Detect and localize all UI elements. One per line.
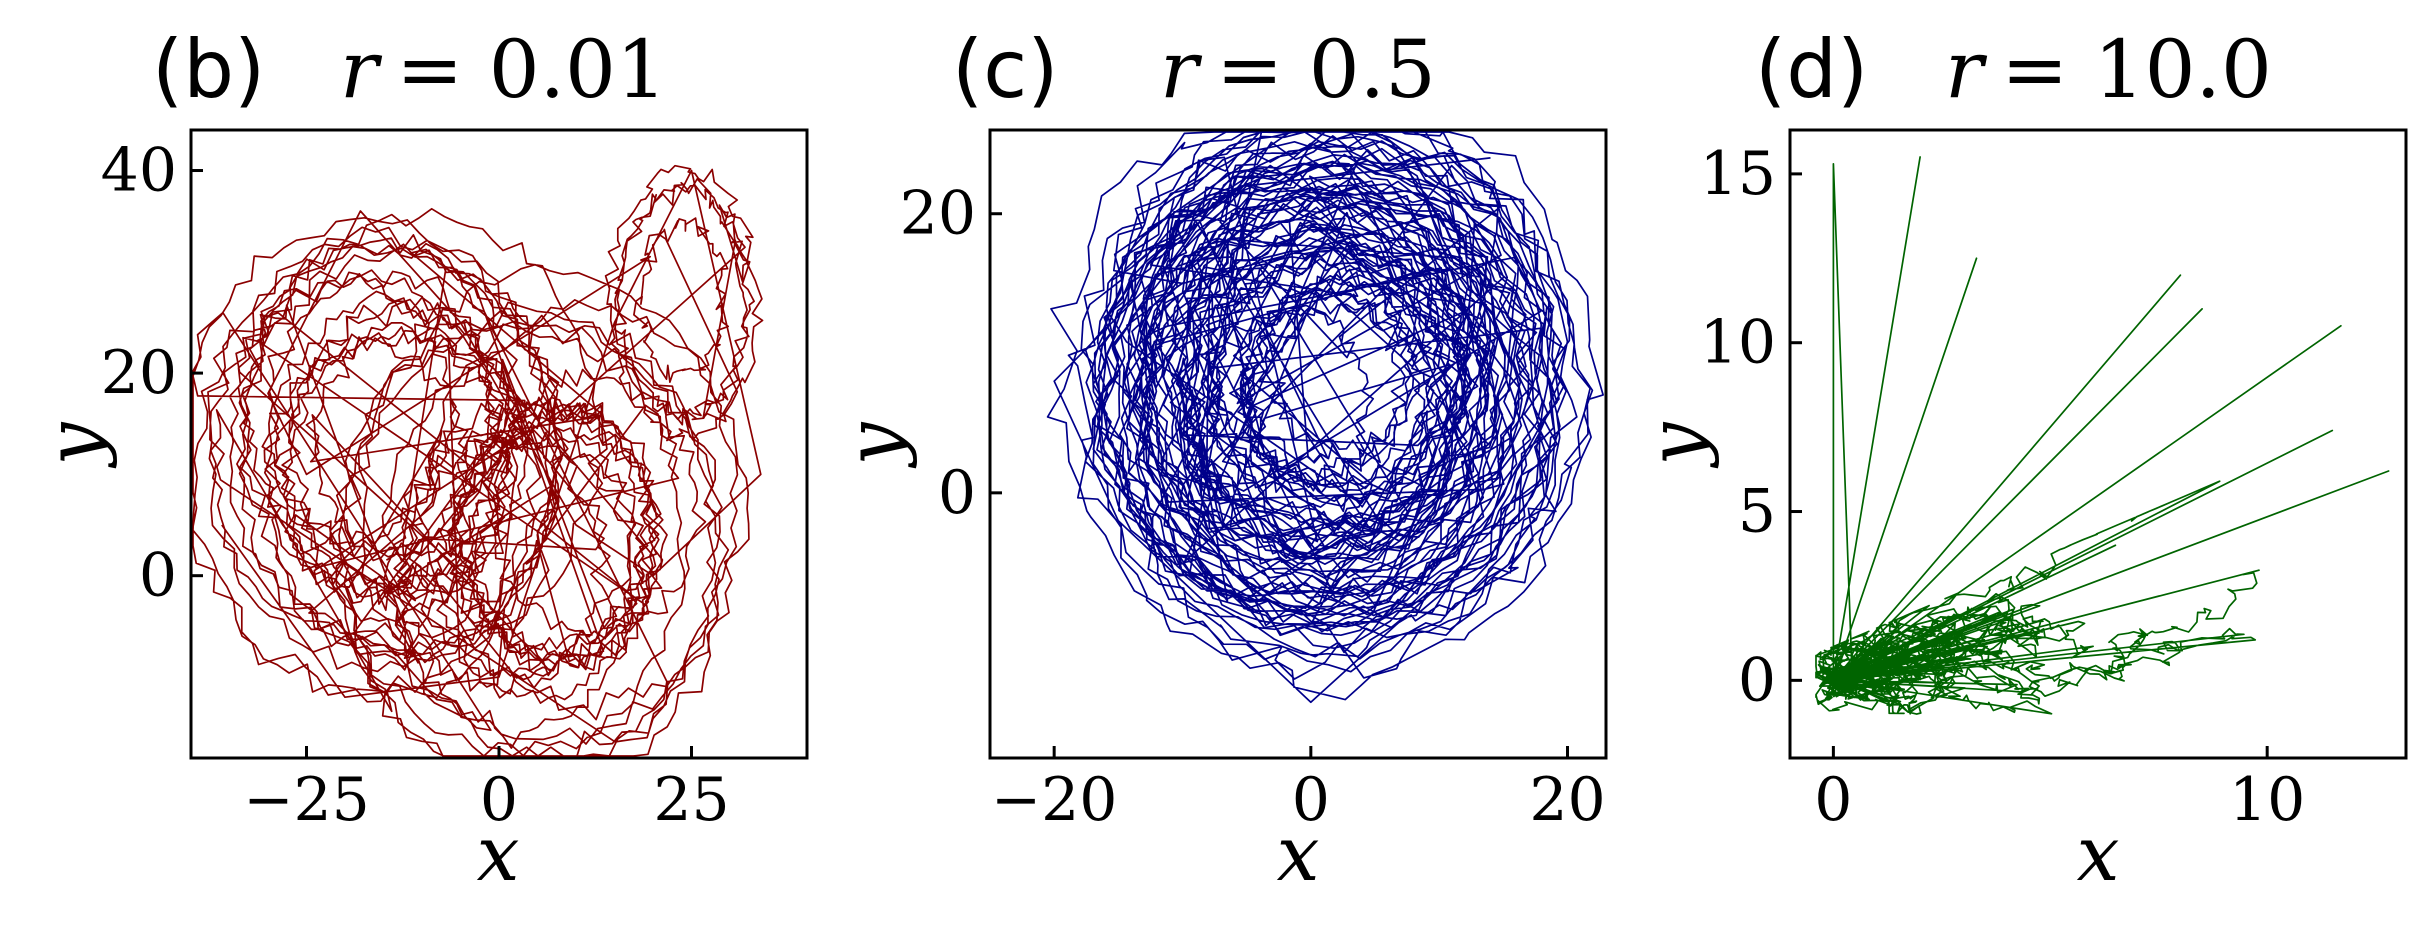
panel-b: (b) r = 0.01 −25 0 25 0 20 40 x y (29, 23, 809, 898)
axes-frame-d (1788, 128, 2408, 760)
panel-letter-d: (d) (1755, 23, 1868, 116)
trajectory-line-2 (1815, 156, 2390, 715)
x-tick-label-0-0: −25 (243, 765, 370, 835)
panel-letter-c: (c) (952, 23, 1058, 116)
y-axis-label-c: y (829, 421, 918, 468)
panel-c: (c) r = 0.5 −20 0 20 0 20 x y (829, 23, 1608, 898)
y-tick-label-0-2: 40 (101, 136, 177, 206)
trajectory-d (1815, 156, 2390, 715)
panel-c-title: r = 0.5 (1160, 23, 1436, 116)
x-axis-label-d: x (2077, 809, 2120, 898)
panel-d: (d) r = 10.0 0 10 0 5 10 15 x y (1631, 23, 2408, 898)
panel-letter-b: (b) (152, 23, 265, 116)
axes-frame-c (988, 128, 1608, 760)
panel-b-title: r = 0.01 (340, 23, 667, 116)
x-tick-label-1-2: 20 (1529, 765, 1605, 835)
y-tick-label-1-0: 0 (938, 458, 976, 528)
ticks-c: −20 0 20 0 20 (900, 179, 1606, 835)
y-tick-label-2-1: 5 (1738, 477, 1776, 547)
x-axis-label-c: x (1277, 809, 1320, 898)
y-tick-label-2-0: 0 (1738, 645, 1776, 715)
x-axis-label-b: x (477, 809, 520, 898)
ticks-b: −25 0 25 0 20 40 (101, 136, 730, 835)
x-tick-label-0-2: 25 (653, 765, 729, 835)
y-tick-label-2-3: 15 (1700, 139, 1776, 209)
y-tick-label-1-1: 20 (900, 179, 976, 249)
trajectory-line-1 (1046, 131, 1604, 704)
y-tick-label-2-2: 10 (1700, 308, 1776, 378)
y-axis-label-b: y (29, 421, 118, 468)
y-tick-label-0-1: 20 (101, 338, 177, 408)
x-tick-label-2-1: 10 (2229, 765, 2305, 835)
trajectory-line-0 (192, 164, 764, 757)
panel-d-title: r = 10.0 (1945, 23, 2272, 116)
x-tick-label-1-0: −20 (991, 765, 1118, 835)
x-tick-label-2-0: 0 (1814, 765, 1852, 835)
y-axis-label-d: y (1631, 421, 1720, 468)
trajectory-c (1046, 131, 1604, 704)
x-tick-label-1-1: 0 (1292, 765, 1330, 835)
y-tick-label-0-0: 0 (139, 541, 177, 611)
x-tick-label-0-1: 0 (480, 765, 518, 835)
ticks-d: 0 10 0 5 10 15 (1700, 139, 2306, 835)
trajectory-b (192, 164, 764, 757)
